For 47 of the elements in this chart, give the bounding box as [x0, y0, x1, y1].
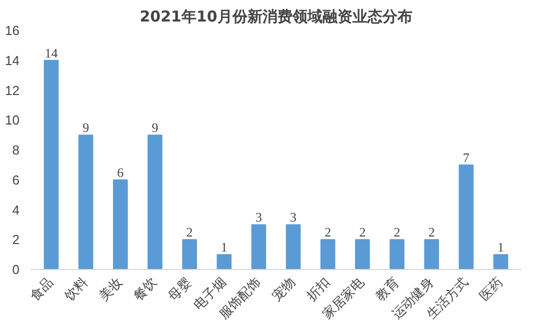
- data-label: 9: [82, 120, 90, 136]
- data-label: 7: [462, 150, 470, 165]
- bar: [424, 239, 440, 270]
- y-tick-label: 8: [12, 142, 20, 158]
- x-tick-label: 食品: [28, 275, 57, 304]
- bar: [148, 134, 162, 270]
- x-tick-label: 教育: [372, 274, 402, 304]
- data-label: 3: [255, 210, 262, 225]
- x-tick-label: 餐饮: [131, 275, 160, 304]
- x-tick-label: 折扣: [304, 275, 334, 304]
- bar: [112, 179, 128, 270]
- bar: [390, 239, 404, 270]
- bar: [320, 239, 336, 270]
- bar: [44, 60, 59, 270]
- data-label: 1: [220, 240, 228, 255]
- data-label: 2: [394, 224, 400, 240]
- data-label: 14: [44, 45, 58, 60]
- x-tick-label: 饮料: [61, 275, 92, 305]
- bar: [78, 134, 94, 270]
- data-label: 3: [290, 210, 297, 225]
- data-label: 2: [359, 224, 366, 240]
- x-tick-label: 宠物: [270, 275, 299, 304]
- y-tick-label: 4: [12, 202, 20, 218]
- bar: [251, 224, 266, 270]
- x-tick-label: 美妆: [96, 274, 126, 304]
- data-label: 9: [152, 120, 158, 136]
- data-label: 2: [428, 224, 435, 240]
- y-tick-label: 16: [5, 23, 20, 38]
- chart-title: 2021年10月份新消费领域融资业态分布: [140, 8, 412, 26]
- data-label: 6: [117, 164, 124, 180]
- data-label: 2: [324, 224, 332, 240]
- x-tick-label: 医药: [477, 275, 506, 304]
- data-label: 1: [498, 240, 504, 255]
- bar: [493, 254, 508, 270]
- bar: [286, 224, 301, 270]
- x-tick-label: 母婴: [166, 275, 195, 304]
- y-tick-label: 10: [5, 112, 20, 128]
- bar: [355, 239, 370, 270]
- bar: [458, 164, 474, 270]
- bar: [182, 239, 197, 270]
- data-label: 2: [186, 224, 193, 240]
- y-tick-label: 6: [12, 172, 20, 188]
- y-tick-label: 14: [5, 52, 20, 68]
- bar: [216, 254, 232, 270]
- y-tick-label: 2: [12, 232, 20, 248]
- y-tick-label: 12: [5, 82, 20, 98]
- y-tick-label: 0: [12, 262, 20, 277]
